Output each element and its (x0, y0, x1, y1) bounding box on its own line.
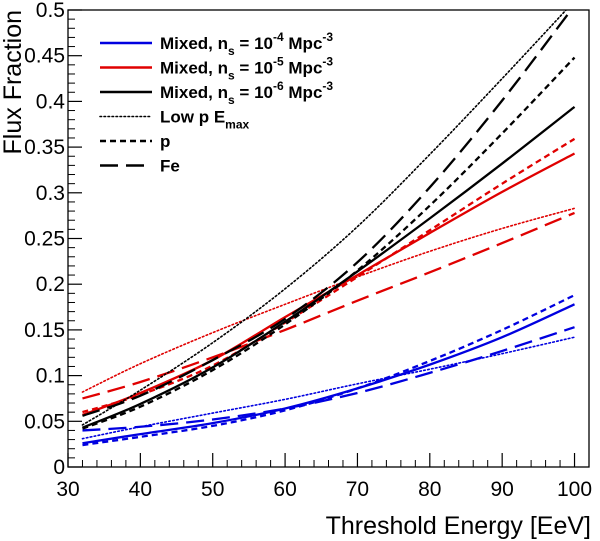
y-tick-label: 0.45 (24, 45, 65, 68)
series-line-blue-dashed (82, 294, 576, 447)
legend-superscript: -3 (322, 79, 333, 93)
legend-subscript: max (225, 118, 249, 132)
legend-subscript: s (228, 93, 235, 107)
series-layer (81, 10, 576, 447)
series-line-black-solid (82, 105, 576, 429)
x-tick-label: 80 (418, 478, 441, 501)
x-tick-label: 90 (490, 478, 513, 501)
legend-text-run: Low p E (160, 108, 225, 127)
tick-labels: 30 40 50 60 70 80 90 100 0 0.05 0.1 0.15 0.2 0.25 0.3 0… (24, 0, 592, 501)
series-line-blue-dotted (81, 336, 576, 440)
x-tick-label: 60 (273, 478, 296, 501)
y-tick-label: 0.4 (36, 90, 66, 113)
legend-text-run: Fe (160, 157, 180, 176)
legend-text-run: Mixed, n (160, 59, 228, 78)
series-line-blue-solid (82, 303, 576, 445)
legend-label: Fe (160, 157, 180, 176)
x-tick-label: 100 (557, 478, 592, 501)
legend-text-run: Mixed, n (160, 34, 228, 53)
legend-superscript: -6 (273, 79, 284, 93)
series-line-red-dashed (82, 137, 576, 414)
x-tick-label: 70 (346, 478, 369, 501)
legend-label: Mixed, ns = 10-4 Mpc-3 (160, 30, 333, 58)
y-tick-label: 0.1 (36, 365, 65, 388)
series-line-red-longdash (82, 211, 575, 400)
legend-label: Low p Emax (160, 108, 250, 132)
y-tick-label: 0 (53, 456, 65, 479)
y-axis-title: Flux Fraction (0, 10, 27, 154)
x-tick-label: 30 (56, 478, 79, 501)
legend-label: Mixed, ns = 10-6 Mpc-3 (160, 79, 333, 107)
legend-text-run: Mpc (284, 59, 323, 78)
legend-text-run: = 10 (235, 83, 273, 102)
legend-superscript: -3 (322, 30, 333, 44)
legend-text-run: Mpc (284, 83, 323, 102)
y-tick-label: 0.3 (36, 182, 65, 205)
legend-label: Mixed, ns = 10-5 Mpc-3 (160, 55, 333, 83)
legend-text-run: = 10 (235, 34, 273, 53)
y-tick-label: 0.25 (24, 228, 65, 251)
legend-text-run: p (160, 132, 170, 151)
legend-superscript: -3 (322, 55, 333, 69)
legend-subscript: s (228, 69, 235, 83)
series-line-blue-longdash (82, 326, 575, 432)
y-tick-label: 0.15 (24, 319, 65, 342)
legend-text-run: Mpc (284, 34, 323, 53)
legend-text-run: Mixed, n (160, 83, 228, 102)
y-tick-label: 0.05 (24, 410, 65, 433)
legend-text-run: = 10 (235, 59, 273, 78)
series-line-black-dashed (82, 56, 576, 430)
legend-superscript: -4 (273, 30, 284, 44)
series-line-black-dotted (81, 10, 568, 426)
x-axis-title: Threshold Energy [EeV] (326, 512, 591, 540)
y-tick-label: 0.2 (36, 273, 65, 296)
legend-subscript: s (228, 44, 235, 58)
x-tick-label: 40 (129, 478, 152, 501)
y-tick-label: 0.35 (24, 136, 65, 159)
x-tick-label: 50 (201, 478, 224, 501)
series-line-red-solid (82, 152, 576, 416)
series-line-red-dotted (81, 207, 576, 393)
legend-superscript: -5 (273, 55, 284, 69)
axis-ticks (67, 9, 590, 468)
y-tick-label: 0.5 (36, 0, 65, 22)
series-line-black-longdash (82, 10, 573, 417)
legend-label: p (160, 132, 170, 151)
